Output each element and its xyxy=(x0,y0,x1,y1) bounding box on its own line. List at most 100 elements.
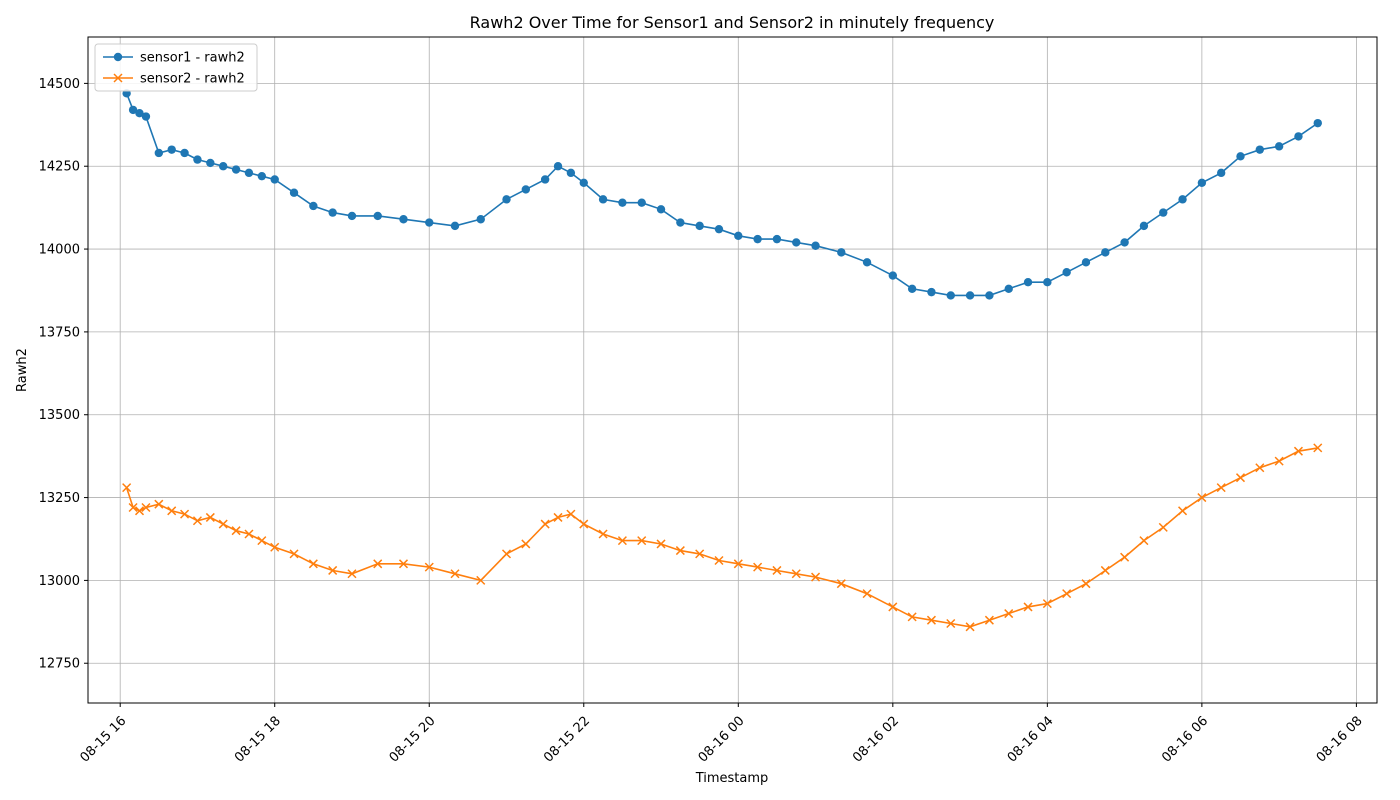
series-2-point xyxy=(862,589,872,599)
series-2-point xyxy=(373,559,383,569)
series-1-point xyxy=(167,145,176,154)
series-1-point xyxy=(1004,284,1013,294)
series-2-point xyxy=(501,549,512,559)
series-2-point xyxy=(1062,589,1072,599)
series-2-point xyxy=(1158,522,1168,532)
series-1-point xyxy=(141,112,151,121)
series-layer xyxy=(122,89,1323,632)
tick-layer: 12750 13000 13250 13500 13750 14000 14250 14500… xyxy=(39,77,1366,766)
series-2-point xyxy=(231,526,241,536)
legend-marker-1 xyxy=(113,52,123,62)
series-2-point xyxy=(733,559,743,569)
series-2-point xyxy=(424,562,434,572)
y-tick-label-3: 13500 xyxy=(39,408,80,423)
series-1-point xyxy=(753,234,762,244)
series-2-point xyxy=(521,539,531,549)
series-1-point xyxy=(1216,168,1226,178)
series-2-point xyxy=(1042,599,1052,609)
series-1-point xyxy=(154,148,164,158)
series-2-point xyxy=(1004,609,1014,619)
series-2-point xyxy=(1023,602,1033,612)
series-1-point xyxy=(811,241,820,250)
x-tick-label-7: 08-16 06 xyxy=(1159,714,1211,766)
series-2-point xyxy=(753,562,763,572)
series-2-point xyxy=(714,555,724,566)
series-1-point xyxy=(399,215,408,224)
series-2-point xyxy=(450,569,460,579)
legend-label-2: sensor2 - rawh2 xyxy=(140,72,245,87)
y-tick-label-5: 14000 xyxy=(39,243,80,258)
series-2-point xyxy=(1216,483,1226,493)
y-tick-label-0: 12750 xyxy=(39,657,80,672)
series-1-point xyxy=(425,218,434,227)
series-2-point xyxy=(244,529,254,539)
series-1-point xyxy=(579,178,588,187)
series-2-point xyxy=(695,549,705,559)
series-2-point xyxy=(289,549,299,559)
series-1-point xyxy=(193,155,202,164)
series-2-point xyxy=(617,536,627,546)
y-tick-label-2: 13250 xyxy=(39,491,80,506)
series-2-point xyxy=(167,506,177,516)
series-1-point xyxy=(328,208,337,217)
series-1-point xyxy=(257,171,267,181)
legend-box xyxy=(94,43,258,92)
series-2-line xyxy=(125,447,1318,628)
series-1-point xyxy=(792,238,801,247)
y-tick-label-7: 14500 xyxy=(39,77,80,92)
series-1-point xyxy=(946,291,955,300)
series-1-point xyxy=(1081,258,1091,267)
series-2-point xyxy=(791,569,801,579)
series-1-point xyxy=(1120,238,1129,247)
series-1-point xyxy=(540,175,550,184)
series-1-point xyxy=(1197,178,1207,187)
series-2-point xyxy=(122,483,132,493)
series-1-point xyxy=(244,168,254,178)
series-2-point xyxy=(553,512,563,522)
series-2-point xyxy=(598,529,608,539)
legend-entries: sensor1 - rawh2 sensor2 - rawh2 xyxy=(103,51,245,87)
series-2-point xyxy=(926,615,936,625)
series-2-point xyxy=(141,502,151,513)
series-1-point xyxy=(231,165,241,174)
x-tick-label-4: 08-16 00 xyxy=(696,714,748,766)
series-2-point xyxy=(192,516,202,526)
series-2-point xyxy=(1313,443,1323,453)
x-axis-title: Timestamp xyxy=(695,771,769,786)
series-2-point xyxy=(1139,536,1149,546)
series-1-point xyxy=(888,271,898,280)
series-2-point xyxy=(836,579,846,589)
y-tick-label-1: 13000 xyxy=(39,574,80,589)
legend: sensor1 - rawh2 sensor2 - rawh2 xyxy=(94,43,258,92)
series-1-point xyxy=(1023,277,1033,287)
series-1-point xyxy=(1313,118,1322,128)
series-2-point xyxy=(946,618,956,629)
x-tick-label-6: 08-16 04 xyxy=(1005,714,1057,766)
legend-label-1: sensor1 - rawh2 xyxy=(140,51,245,66)
series-2-point xyxy=(1100,565,1110,575)
x-tick-label-2: 08-15 20 xyxy=(387,714,439,766)
x-tick-label-3: 08-15 22 xyxy=(541,714,593,766)
series-1-point xyxy=(1139,221,1149,231)
series-1-point xyxy=(521,185,531,194)
y-axis-title: Rawh2 xyxy=(15,348,30,392)
series-1-point xyxy=(1274,142,1284,151)
series-1-point xyxy=(1159,208,1168,217)
y-tick-label-6: 14250 xyxy=(39,160,80,175)
series-1-point xyxy=(598,195,608,204)
series-1-point xyxy=(772,234,782,244)
series-1 xyxy=(122,89,1322,300)
series-2-point xyxy=(205,512,215,522)
series-2-point xyxy=(270,542,280,552)
series-2-point xyxy=(811,572,821,582)
series-1-point xyxy=(965,291,975,300)
legend-entry-2: sensor2 - rawh2 xyxy=(103,72,245,87)
series-1-point xyxy=(985,291,994,300)
series-1-point xyxy=(714,224,724,234)
series-1-point xyxy=(180,148,189,158)
series-2-point xyxy=(1293,446,1303,456)
series-2-point xyxy=(907,612,917,622)
series-2-point xyxy=(328,565,338,575)
series-1-point xyxy=(618,198,627,207)
series-2-point xyxy=(1178,506,1188,516)
